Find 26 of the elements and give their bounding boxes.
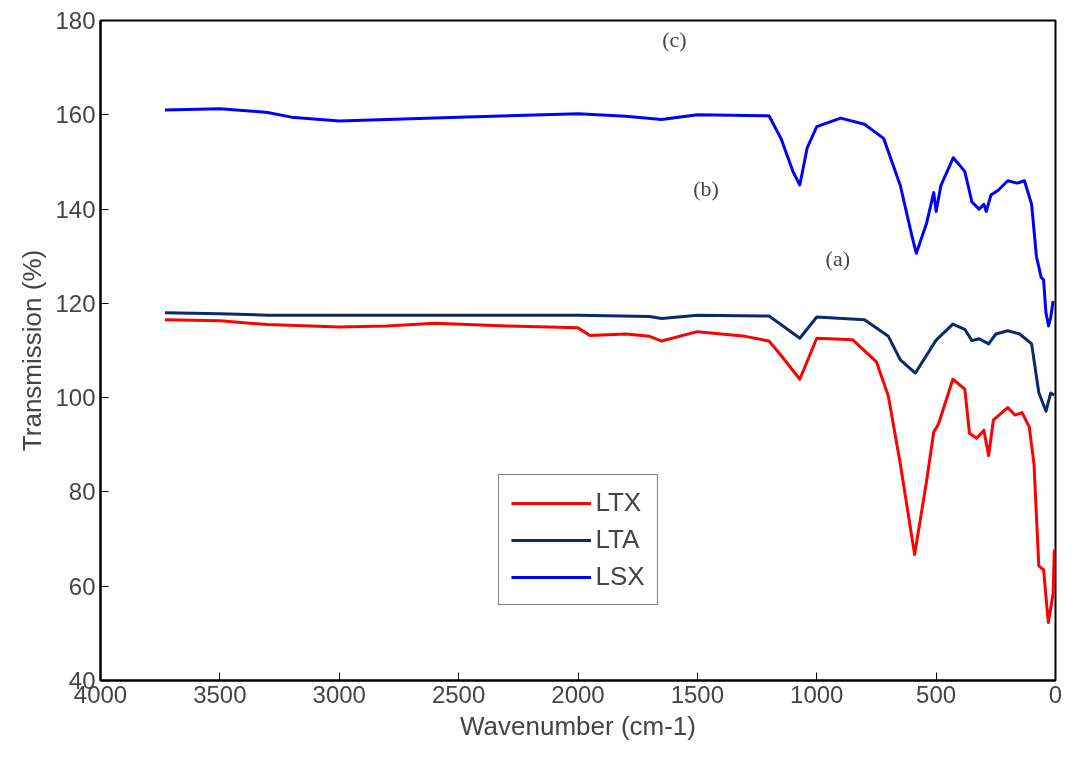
legend-label: LTX [595,487,642,518]
x-tick-label: 2500 [431,680,486,708]
legend-label: LSX [595,561,645,592]
annotation: (a) [825,246,850,272]
line-series [163,107,1055,328]
y-axis-title: Transmission (%) [17,249,48,452]
y-tick-label: 120 [55,289,96,317]
line-series [163,318,1056,625]
x-tick-label: 0 [1048,680,1063,708]
y-tick-label: 100 [55,384,96,412]
x-tick-label: 1500 [670,680,725,708]
line-series [163,311,1056,413]
annotation: (b) [693,175,719,201]
x-tick-label: 1000 [790,680,844,708]
x-tick-label: 3000 [312,680,366,708]
y-tick-label: 140 [55,195,96,223]
y-tick-label: 160 [55,101,96,129]
annotation: (c) [662,27,687,53]
x-tick-label: 2000 [551,680,605,708]
legend-label: LTA [595,524,640,555]
x-tick-label: 500 [916,680,957,708]
x-tick-label: 3500 [193,680,247,708]
y-tick-label: 80 [68,478,96,506]
y-tick-label: 180 [55,7,96,34]
y-tick-label: 60 [68,572,96,600]
x-axis-title: Wavenumber (cm-1) [460,710,696,741]
